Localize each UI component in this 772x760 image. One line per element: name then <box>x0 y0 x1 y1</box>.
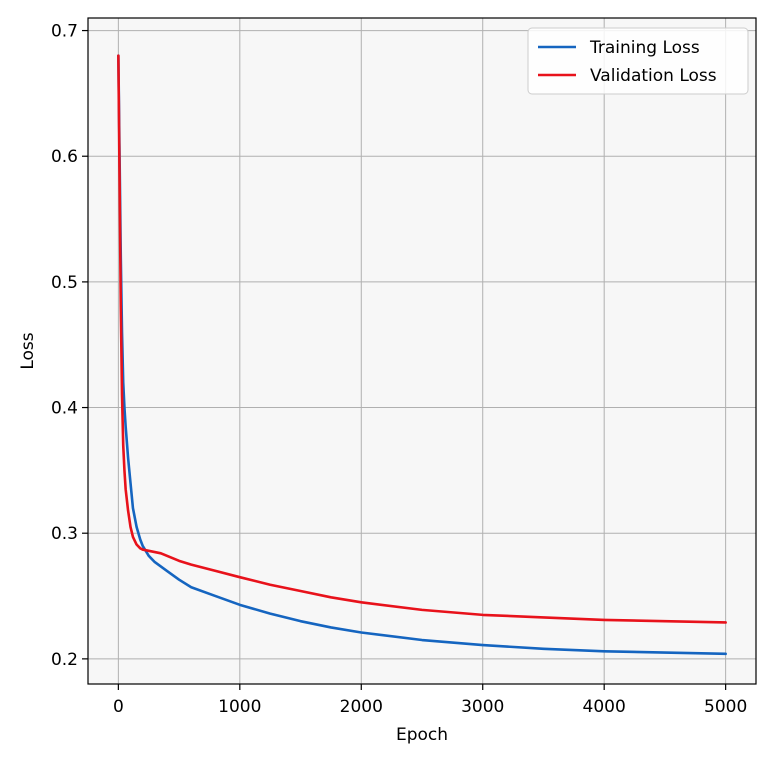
series-line-validation-loss <box>117 54 727 624</box>
y-tick-label: 0.3 <box>51 524 78 544</box>
y-tick-label: 0.5 <box>51 273 78 293</box>
x-tick-label: 3000 <box>461 697 504 717</box>
legend-box <box>527 27 749 95</box>
x-tick-label: 4000 <box>583 697 626 717</box>
y-axis-label: Loss <box>18 332 38 369</box>
x-tick-label: 0 <box>113 697 124 717</box>
x-tick-label: 5000 <box>704 697 747 717</box>
x-axis-label: Epoch <box>396 725 448 745</box>
legend-label: Training Loss <box>589 38 700 58</box>
plot-background <box>88 18 756 684</box>
y-tick-label: 0.4 <box>51 399 78 419</box>
grid-lines <box>88 18 756 684</box>
series-lines <box>117 54 727 656</box>
axis-ticks: 0 1000 2000 3000 4000 5000 0.2 0.3 0.4 0.5 0.6 0.7 <box>51 22 747 717</box>
y-tick-label: 0.6 <box>51 147 78 167</box>
y-tick-label: 0.2 <box>51 650 78 670</box>
plot-frame <box>87 17 757 685</box>
x-tick-label: 1000 <box>218 697 261 717</box>
legend-label: Validation Loss <box>590 66 717 86</box>
series-line-training-loss <box>117 54 727 656</box>
legend: Training Loss Validation Loss <box>527 27 749 95</box>
y-tick-label: 0.7 <box>51 22 78 42</box>
x-tick-label: 2000 <box>340 697 383 717</box>
